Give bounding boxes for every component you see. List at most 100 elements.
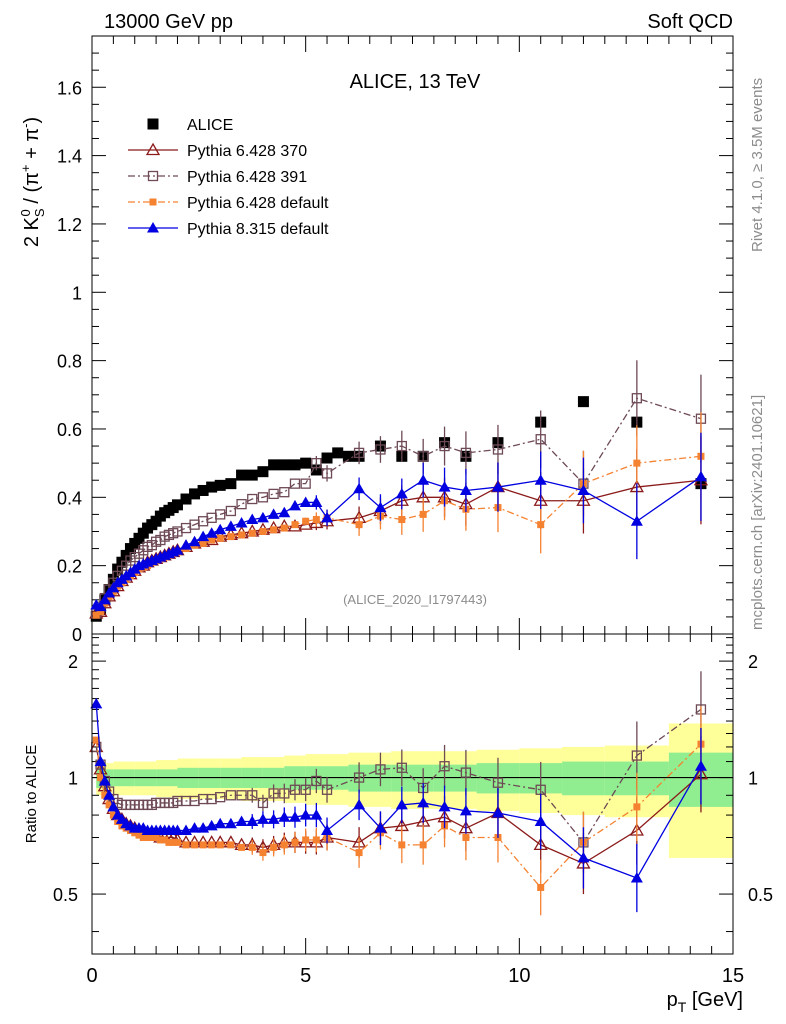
data-point	[291, 521, 299, 529]
data-point	[577, 396, 589, 408]
data-point	[215, 509, 226, 520]
legend-marker	[145, 142, 161, 156]
ratio-point	[188, 822, 201, 833]
data-point	[259, 527, 267, 535]
ratio-point	[694, 760, 707, 771]
data-point	[321, 468, 333, 479]
ratio-point	[311, 775, 322, 787]
data-point	[171, 499, 183, 511]
main-ytick-label: 1.2	[57, 215, 82, 235]
ratio-point	[165, 838, 173, 846]
ratio-point	[321, 784, 333, 795]
data-point	[180, 539, 193, 550]
data-point	[321, 511, 334, 523]
ratio-point	[144, 834, 152, 842]
data-point	[288, 499, 301, 511]
ratio-point	[312, 836, 320, 844]
data-point	[270, 526, 278, 534]
legend-label: ALICE	[187, 117, 233, 134]
ratio-point	[537, 883, 545, 891]
ratio-point	[280, 841, 288, 849]
ratio-point	[462, 834, 470, 842]
ratio-point	[107, 800, 120, 812]
data-point	[208, 536, 216, 544]
main-ytick-label: 0	[72, 625, 82, 645]
legend: ALICE Pythia 6.428 370 Pythia 6.428 391 Pyt…	[128, 117, 329, 238]
ratio-point	[460, 767, 472, 778]
ratio-point	[633, 803, 641, 811]
data-point	[300, 478, 311, 489]
ratio-point	[417, 796, 430, 808]
data-point	[188, 535, 201, 547]
main-title: ALICE, 13 TeV	[350, 71, 481, 93]
ratio-point	[103, 789, 116, 800]
ratio-point	[300, 784, 311, 795]
ratio-point	[267, 813, 280, 824]
ratio-ytick-label-left: 0.5	[53, 885, 78, 905]
data-point	[214, 523, 227, 535]
data-point	[694, 470, 707, 482]
data-point	[97, 608, 105, 616]
ratio-point	[169, 838, 177, 846]
main-axes: 0 0.2 0.4 0.6 0.8 1 1.2 1.4 1.6	[57, 36, 734, 645]
ratio-point	[105, 801, 113, 809]
ratio-point	[156, 836, 164, 844]
ratio-point	[152, 834, 160, 842]
ratio-point	[396, 762, 407, 773]
data-point	[267, 508, 280, 519]
ratio-point	[355, 849, 363, 857]
data-point	[278, 459, 290, 471]
ratio-panel: 0.5 0.5 1 1 2 2 0 5 10 15 Ratio to ALICE pT [GeV]	[23, 633, 773, 1015]
data-point	[246, 513, 259, 525]
data-point	[94, 600, 107, 612]
data-point	[492, 444, 504, 455]
ratio-point	[139, 834, 147, 842]
ratio-point	[216, 841, 224, 849]
data-point	[279, 487, 290, 498]
ratio-point	[224, 817, 237, 829]
ratio-point	[491, 806, 504, 818]
data-point	[398, 516, 406, 524]
ratio-point	[227, 841, 235, 849]
ratio-point	[353, 772, 365, 783]
data-point	[395, 487, 408, 499]
ratio-point	[173, 838, 181, 846]
ratio-point	[235, 815, 248, 827]
data-point	[268, 488, 279, 500]
data-point	[216, 534, 224, 542]
ratio-point	[439, 761, 450, 772]
ratio-point	[131, 829, 139, 837]
ratio-point	[398, 841, 406, 849]
data-point	[630, 515, 643, 526]
ratio-point	[438, 800, 451, 812]
rivet-label: Rivet 4.1.0, ≥ 3.5M events	[749, 78, 766, 252]
ratio-point	[375, 764, 386, 775]
ratio-point	[302, 836, 310, 844]
data-point	[246, 469, 258, 481]
data-point	[171, 544, 184, 555]
ratio-series-group	[89, 671, 709, 916]
data-point	[577, 484, 590, 495]
data-point	[355, 521, 363, 529]
data-point	[92, 611, 100, 619]
x-axis-label: pT [GeV]	[667, 989, 743, 1015]
ratio-point	[395, 798, 408, 810]
ratio-point	[92, 736, 100, 744]
data-point	[257, 492, 269, 503]
data-point	[332, 447, 344, 459]
data-point	[375, 444, 386, 455]
ratio-ytick-label-right: 0.5	[748, 885, 773, 905]
ratio-point	[135, 831, 143, 839]
data-point	[302, 517, 310, 525]
ratio-ytick-label-right: 1	[748, 769, 758, 789]
ratio-point	[459, 804, 472, 816]
data-point	[236, 469, 248, 481]
data-point	[256, 511, 269, 523]
data-point	[205, 527, 218, 538]
legend-marker	[147, 170, 159, 182]
data-point	[418, 451, 429, 462]
legend-label: Pythia 6.428 391	[187, 169, 307, 186]
ratio-point	[238, 843, 246, 851]
header-left: 13000 GeV pp	[104, 11, 233, 33]
main-ytick-label: 0.4	[57, 488, 82, 508]
